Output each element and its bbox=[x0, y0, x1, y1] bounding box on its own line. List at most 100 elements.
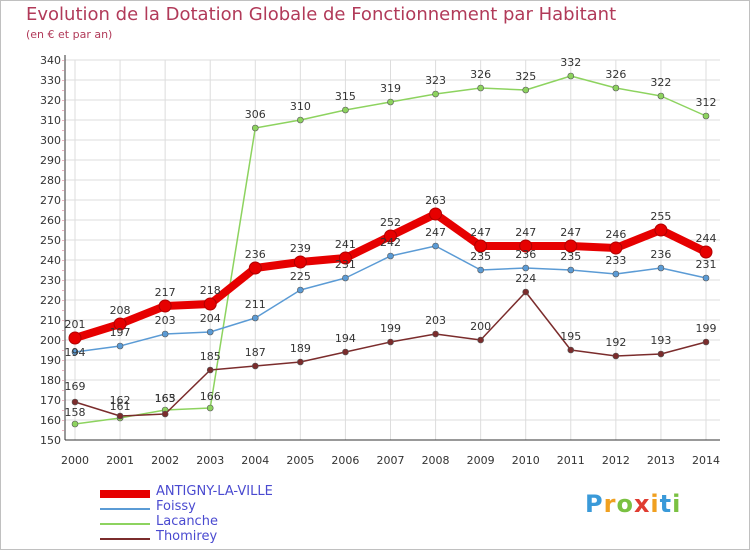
data-label: 246 bbox=[605, 228, 626, 241]
logo-letter: o bbox=[616, 490, 634, 518]
data-label: 233 bbox=[605, 254, 626, 267]
data-point bbox=[387, 98, 394, 106]
x-tick-label: 2001 bbox=[106, 454, 134, 467]
y-tick-label: 150 bbox=[40, 434, 61, 447]
data-label: 247 bbox=[425, 226, 446, 239]
data-label: 235 bbox=[560, 250, 581, 263]
data-point bbox=[342, 348, 349, 356]
data-label: 236 bbox=[515, 248, 536, 261]
logo-letter: x bbox=[633, 490, 651, 518]
y-tick-label: 340 bbox=[40, 54, 61, 67]
data-label: 241 bbox=[335, 238, 356, 251]
x-tick-label: 2003 bbox=[196, 454, 224, 467]
data-label: 236 bbox=[650, 248, 671, 261]
data-label: 199 bbox=[696, 322, 717, 335]
data-point bbox=[522, 86, 530, 94]
data-point bbox=[477, 84, 484, 92]
data-label: 239 bbox=[290, 242, 311, 255]
data-label: 326 bbox=[605, 68, 626, 81]
data-label: 201 bbox=[65, 318, 86, 331]
data-point bbox=[474, 239, 488, 253]
data-label: 312 bbox=[696, 96, 717, 109]
data-point bbox=[477, 336, 484, 344]
data-point bbox=[432, 242, 439, 250]
data-label: 194 bbox=[335, 332, 356, 345]
data-label: 247 bbox=[560, 226, 581, 239]
x-tick-label: 2005 bbox=[286, 454, 314, 467]
y-tick-label: 280 bbox=[40, 174, 61, 187]
legend-label: ANTIGNY-LA-VILLE bbox=[156, 484, 273, 499]
x-tick-label: 2007 bbox=[377, 454, 405, 467]
data-point bbox=[612, 84, 620, 92]
x-tick-label: 2006 bbox=[331, 454, 359, 467]
data-point bbox=[206, 366, 214, 374]
data-point bbox=[251, 314, 259, 322]
y-tick-label: 160 bbox=[40, 414, 61, 427]
data-label: 231 bbox=[696, 258, 717, 271]
y-tick-label: 210 bbox=[40, 314, 61, 327]
data-point bbox=[297, 286, 304, 294]
data-point bbox=[68, 331, 82, 345]
data-point bbox=[116, 342, 124, 350]
data-label: 315 bbox=[335, 90, 356, 103]
logo-letter: P bbox=[585, 490, 604, 518]
data-label: 197 bbox=[110, 326, 131, 339]
data-point bbox=[161, 410, 169, 418]
data-point bbox=[297, 358, 304, 366]
data-point bbox=[158, 299, 172, 313]
x-tick-label: 2013 bbox=[647, 454, 675, 467]
data-point bbox=[342, 106, 349, 114]
chart-subtitle: (en € et par an) bbox=[26, 28, 113, 41]
series-lines bbox=[68, 72, 713, 428]
data-label: 236 bbox=[245, 248, 266, 261]
data-label: 193 bbox=[650, 334, 671, 347]
data-label: 319 bbox=[380, 82, 401, 95]
data-point bbox=[206, 328, 214, 336]
axes: 150 160 170 180 190 200 210 220 230 240 250 260 270 2… bbox=[40, 54, 720, 467]
data-point bbox=[432, 90, 439, 98]
data-label: 242 bbox=[380, 236, 401, 249]
data-label: 169 bbox=[65, 380, 86, 393]
data-label: 310 bbox=[290, 100, 311, 113]
data-point bbox=[71, 420, 79, 428]
data-point bbox=[702, 338, 710, 346]
data-point bbox=[206, 404, 214, 412]
data-label: 204 bbox=[200, 312, 221, 325]
logo-letter: r bbox=[603, 490, 617, 518]
data-point bbox=[519, 239, 533, 253]
data-point bbox=[248, 261, 262, 275]
logo-letter: t bbox=[659, 490, 673, 518]
y-tick-label: 190 bbox=[40, 354, 61, 367]
data-label: 199 bbox=[380, 322, 401, 335]
data-label: 247 bbox=[515, 226, 536, 239]
chart-title: Evolution de la Dotation Globale de Fonc… bbox=[26, 4, 617, 25]
y-tick-label: 310 bbox=[40, 114, 61, 127]
data-label: 200 bbox=[470, 320, 491, 333]
x-tick-label: 2014 bbox=[692, 454, 720, 467]
data-label: 332 bbox=[560, 56, 581, 69]
data-label: 189 bbox=[290, 342, 311, 355]
data-label: 224 bbox=[515, 272, 536, 285]
y-tick-label: 290 bbox=[40, 154, 61, 167]
y-tick-label: 250 bbox=[40, 234, 61, 247]
data-label: 208 bbox=[110, 304, 131, 317]
data-label: 244 bbox=[696, 232, 717, 245]
data-label: 326 bbox=[470, 68, 491, 81]
data-point bbox=[567, 72, 575, 80]
data-point bbox=[657, 350, 665, 358]
legend-swatch bbox=[100, 508, 150, 510]
data-point bbox=[251, 124, 259, 132]
data-point bbox=[567, 266, 575, 274]
data-point bbox=[113, 317, 127, 331]
data-label: 161 bbox=[110, 400, 131, 413]
data-label: 203 bbox=[155, 314, 176, 327]
data-label: 323 bbox=[425, 74, 446, 87]
y-tick-label: 260 bbox=[40, 214, 61, 227]
legend-label: Lacanche bbox=[156, 514, 218, 529]
y-tick-label: 270 bbox=[40, 194, 61, 207]
data-point bbox=[429, 207, 443, 221]
x-tick-label: 2012 bbox=[602, 454, 630, 467]
x-tick-label: 2010 bbox=[512, 454, 540, 467]
data-point bbox=[297, 116, 304, 124]
data-label: 252 bbox=[380, 216, 401, 229]
